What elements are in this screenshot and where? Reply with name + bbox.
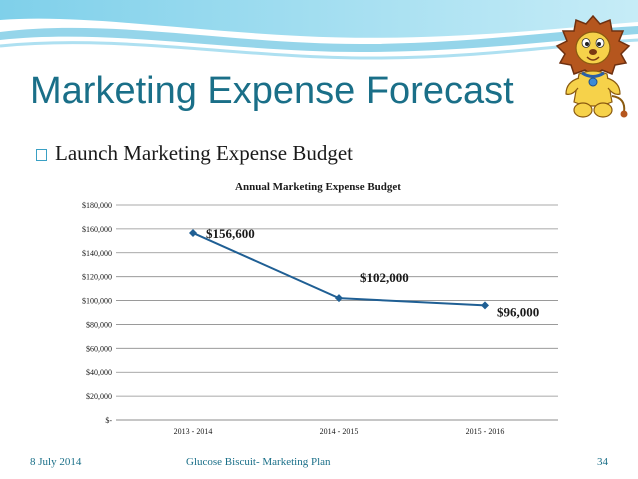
data-point-marker xyxy=(189,228,197,237)
slide-title: Marketing Expense Forecast xyxy=(30,70,514,112)
data-label: $156,600 xyxy=(206,226,255,241)
bullet-text: Launch Marketing Expense Budget xyxy=(55,141,353,165)
data-labels: $156,600 $102,000 $96,000 xyxy=(206,226,539,319)
y-tick-label: $20,000 xyxy=(86,392,112,401)
y-tick-label: $140,000 xyxy=(82,249,112,258)
y-tick-label: $60,000 xyxy=(86,344,112,353)
series-line xyxy=(189,228,489,310)
footer-presentation-title: Glucose Biscuit- Marketing Plan xyxy=(186,456,331,468)
chart-title: Annual Marketing Expense Budget xyxy=(235,181,401,193)
line-chart: Annual Marketing Expense Budget $- $20,00… xyxy=(82,181,558,436)
x-tick-label: 2015 - 2016 xyxy=(466,427,505,436)
lion-mascot-icon xyxy=(555,14,631,118)
x-tick-label: 2013 - 2014 xyxy=(174,427,213,436)
y-tick-label: $- xyxy=(105,416,112,425)
chart-gridlines xyxy=(116,204,558,421)
data-point-marker xyxy=(335,294,343,303)
y-tick-label: $120,000 xyxy=(82,273,112,282)
data-label: $96,000 xyxy=(497,304,539,319)
bullet-item: Launch Marketing Expense Budget xyxy=(36,141,353,166)
x-tick-label: 2014 - 2015 xyxy=(320,427,359,436)
data-point-marker xyxy=(481,301,489,310)
top-wave-decoration xyxy=(0,0,638,60)
y-axis-ticks: $- $20,000 $40,000 $60,000 $80,000 $100,000 $1… xyxy=(82,201,112,425)
y-tick-label: $80,000 xyxy=(86,320,112,329)
bullet-square-icon xyxy=(36,148,47,161)
y-tick-label: $180,000 xyxy=(82,201,112,210)
data-label: $102,000 xyxy=(360,270,409,285)
footer-date: 8 July 2014 xyxy=(30,456,82,468)
footer-page-number: 34 xyxy=(597,456,608,468)
y-tick-label: $40,000 xyxy=(86,368,112,377)
y-tick-label: $100,000 xyxy=(82,297,112,306)
x-axis-ticks: 2013 - 2014 2014 - 2015 2015 - 2016 xyxy=(174,427,505,436)
y-tick-label: $160,000 xyxy=(82,225,112,234)
